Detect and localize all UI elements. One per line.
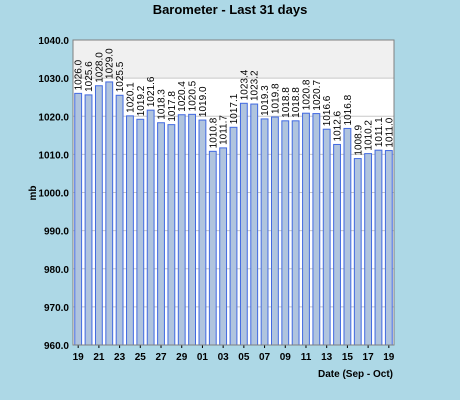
data-label: 1023.4 — [239, 69, 250, 100]
data-label: 1025.5 — [115, 61, 126, 92]
bar — [302, 112, 310, 346]
data-label: 1016.6 — [322, 95, 333, 126]
bar — [188, 113, 196, 346]
data-label: 1011.0 — [384, 117, 395, 147]
bar — [239, 102, 248, 346]
bar — [333, 143, 341, 346]
bar — [271, 116, 279, 346]
x-tick-label: 11 — [301, 352, 312, 363]
y-tick-label: 1030.0 — [38, 74, 69, 85]
x-tick-label: 17 — [363, 352, 375, 363]
bar — [374, 149, 383, 346]
data-label: 1020.5 — [188, 80, 199, 111]
x-tick-label: 13 — [321, 352, 333, 363]
data-label: 1011.7 — [219, 115, 230, 145]
data-label: 1010.8 — [208, 117, 219, 148]
y-tick-label: 1020.0 — [38, 112, 69, 123]
data-label: 1011.1 — [374, 117, 385, 147]
x-tick-label: 29 — [176, 352, 188, 363]
data-label: 1020.8 — [301, 79, 312, 110]
bar — [219, 147, 228, 346]
bar — [364, 153, 373, 346]
data-label: 1018.8 — [281, 87, 292, 118]
bar — [74, 92, 83, 346]
data-label: 1019.8 — [270, 83, 281, 114]
y-tick-label: 980.0 — [44, 265, 69, 276]
bar — [84, 94, 93, 346]
data-label: 1010.2 — [364, 120, 375, 151]
x-tick-label: 27 — [155, 352, 167, 363]
data-label: 1020.4 — [177, 81, 188, 112]
bar — [136, 118, 145, 346]
bar — [167, 124, 176, 346]
data-label: 1020.7 — [312, 80, 323, 111]
x-tick-label: 19 — [383, 352, 395, 363]
bar — [312, 113, 321, 346]
bar — [229, 126, 238, 346]
y-tick-label: 1010.0 — [38, 150, 69, 161]
plot-upper-band — [73, 40, 394, 79]
data-label: 1026.0 — [74, 59, 85, 90]
data-label: 1008.9 — [353, 125, 364, 156]
bar — [94, 85, 103, 346]
x-axis-ticks: 19 21 23 25 27 29 01 03 05 07 09 11 13 15 17 19 — [73, 345, 395, 363]
bar — [177, 114, 186, 346]
data-label: 1018.8 — [291, 87, 302, 118]
data-label: 1019.0 — [198, 86, 209, 117]
x-tick-label: 19 — [73, 352, 85, 363]
bar — [250, 103, 259, 346]
x-tick-label: 23 — [114, 352, 126, 363]
data-label: 1019.2 — [136, 85, 147, 116]
bar — [208, 150, 217, 346]
bar — [115, 94, 124, 346]
data-label: 1012.6 — [333, 110, 344, 141]
data-label: 1021.6 — [146, 76, 157, 107]
bar — [291, 120, 300, 346]
bar — [105, 81, 114, 346]
data-label: 1019.3 — [260, 85, 271, 116]
y-tick-label: 1000.0 — [38, 189, 69, 200]
bar — [343, 127, 352, 346]
x-tick-label: 07 — [259, 352, 271, 363]
bars — [74, 81, 393, 346]
data-label: 1017.8 — [167, 91, 178, 122]
x-axis-label: Date (Sep - Oct) — [318, 369, 393, 380]
x-tick-label: 03 — [218, 352, 230, 363]
data-label: 1016.8 — [343, 94, 354, 125]
data-label: 1028.0 — [94, 52, 105, 83]
bar — [126, 115, 134, 346]
data-label: 1029.0 — [105, 48, 116, 79]
y-tick-label: 960.0 — [44, 341, 69, 352]
x-tick-label: 15 — [342, 352, 354, 363]
x-tick-label: 21 — [93, 352, 105, 363]
y-tick-label: 990.0 — [44, 227, 69, 238]
bar — [384, 150, 393, 346]
x-tick-label: 25 — [135, 352, 147, 363]
x-tick-label: 09 — [280, 352, 292, 363]
bar — [281, 120, 290, 346]
y-axis-ticks: 960.0 970.0 980.0 990.0 1000.0 1010.0 1020.0 10… — [38, 36, 69, 352]
x-tick-label: 05 — [238, 352, 250, 363]
y-tick-label: 970.0 — [44, 303, 69, 314]
data-label: 1025.6 — [84, 61, 95, 92]
y-tick-label: 1040.0 — [38, 36, 69, 47]
plot-border — [72, 39, 395, 346]
bar — [322, 128, 331, 346]
data-label: 1018.3 — [157, 89, 168, 120]
bar — [353, 158, 362, 346]
data-label: 1020.1 — [125, 82, 136, 113]
data-label: 1017.1 — [229, 93, 240, 124]
bar — [146, 109, 155, 346]
x-tick-label: 01 — [197, 352, 209, 363]
bar — [198, 119, 207, 346]
y-axis-label: mb — [28, 186, 39, 201]
data-label: 1023.2 — [250, 70, 261, 101]
bar — [260, 118, 269, 346]
chart-title: Barometer - Last 31 days — [153, 2, 308, 17]
bar — [157, 122, 165, 346]
